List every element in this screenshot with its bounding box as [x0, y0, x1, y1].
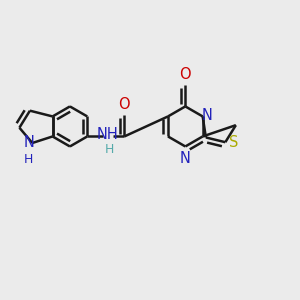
Text: O: O: [179, 67, 191, 82]
Text: H: H: [105, 143, 114, 156]
Text: N: N: [202, 108, 213, 123]
Text: O: O: [118, 97, 130, 112]
Text: S: S: [230, 135, 239, 150]
Text: NH: NH: [96, 127, 118, 142]
Text: N: N: [180, 151, 191, 166]
Text: N: N: [23, 135, 34, 150]
Text: H: H: [24, 153, 34, 166]
